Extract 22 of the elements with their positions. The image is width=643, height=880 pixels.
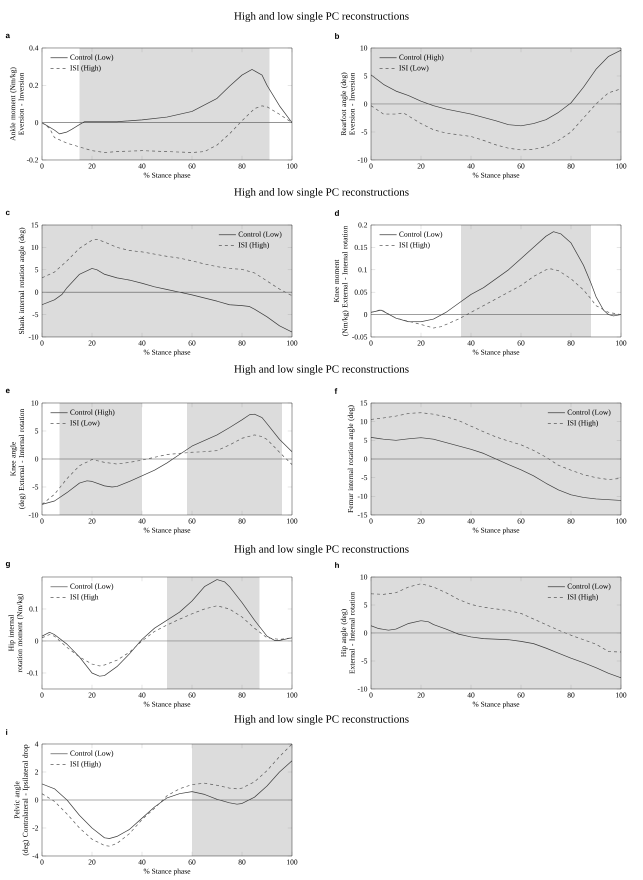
text: b — [335, 33, 340, 39]
text: g — [6, 562, 10, 568]
text: a — [6, 34, 10, 38]
text: i — [6, 729, 8, 735]
line-series — [42, 434, 292, 505]
text: h — [335, 562, 339, 568]
line-series — [371, 50, 622, 126]
text: High and low single PC reconstructions — [234, 715, 409, 725]
text: c — [6, 210, 10, 216]
line-series — [42, 268, 292, 332]
line-series — [42, 744, 292, 847]
line-series — [42, 760, 292, 839]
text: High and low single PC reconstructions — [234, 545, 409, 555]
line-series — [42, 605, 292, 666]
text: High and low single PC reconstructions — [234, 365, 409, 375]
line-series — [42, 579, 292, 677]
text: High and low single PC reconstructions — [234, 12, 409, 22]
text: High and low single PC reconstructions — [234, 188, 409, 198]
text: d — [334, 210, 339, 216]
line-series — [42, 106, 292, 153]
text: e — [6, 388, 10, 394]
text: f — [334, 388, 338, 394]
